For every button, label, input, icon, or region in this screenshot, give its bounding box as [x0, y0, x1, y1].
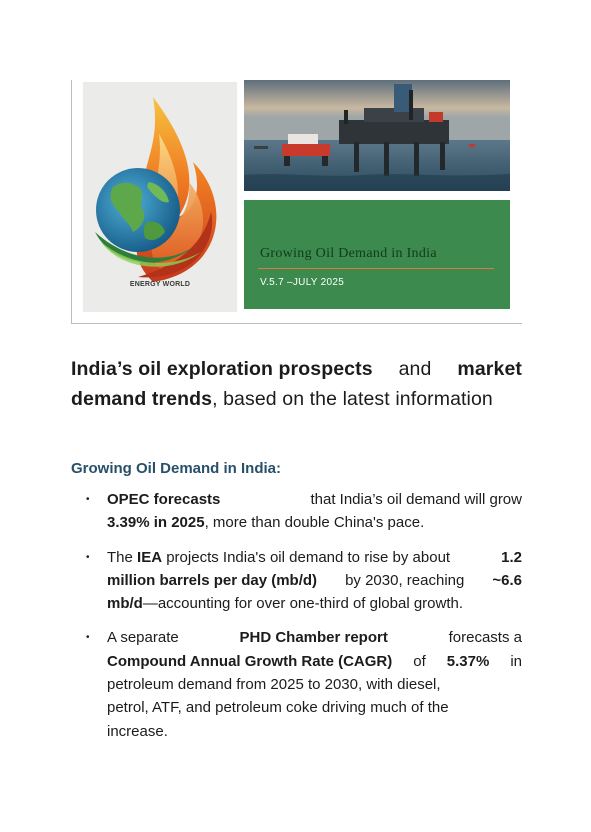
bullet-icon: • — [86, 494, 90, 505]
oil-rig-image — [244, 80, 510, 191]
tile-version: V.5.7 –JULY 2025 — [260, 277, 345, 288]
list-item: • The IEA projects India's oil demand to… — [85, 546, 522, 616]
bullet-bold: 3.39% in 2025 — [107, 514, 205, 532]
bullet-text: petroleum demand from 2025 to 2030, with… — [107, 676, 441, 694]
headline-line-2: demand trends, based on the latest infor… — [71, 384, 522, 414]
bullet-text: by 2030, reaching — [345, 571, 465, 589]
bullet-icon: • — [86, 551, 90, 563]
bullet-bold: ~6.6 — [492, 571, 522, 589]
bullet-text: A separate — [107, 629, 179, 647]
bullet-text: petrol, ATF, and petroleum coke driving … — [107, 699, 449, 717]
bullet-bold: IEA — [137, 548, 163, 566]
bullet-list: • OPEC forecasts that India’s oil demand … — [85, 488, 522, 754]
bullet-text: in — [510, 652, 522, 670]
offshore-rig-photo — [244, 80, 510, 191]
bullet-bold: 5.37% — [446, 652, 490, 670]
globe-flame-icon — [95, 97, 217, 282]
headline-phrase-5: , based on the latest information — [212, 388, 493, 410]
bullet-bold: 1.2 — [501, 548, 522, 566]
headline: India’s oil exploration prospects and ma… — [71, 354, 522, 414]
bullet-icon: • — [86, 632, 90, 644]
headline-phrase-4: demand trends — [71, 388, 213, 410]
headline-phrase-3: market — [457, 358, 522, 380]
cover-header: ENERGY WORLD — [71, 80, 522, 324]
bullet-text: The — [107, 548, 133, 566]
logo-caption: ENERGY WORLD — [129, 281, 191, 288]
energy-world-logo: ENERGY WORLD — [83, 82, 237, 312]
bullet-text: —accounting for over one-third of global… — [142, 595, 464, 613]
frame-line-left — [71, 80, 72, 323]
bullet-bold: PHD Chamber report — [239, 629, 388, 647]
bullet-text: , more than double China's pace. — [204, 514, 425, 532]
tile-divider — [258, 268, 494, 269]
section-heading: Growing Oil Demand in India: — [71, 460, 282, 477]
bullet-bold: OPEC forecasts — [107, 491, 221, 508]
bullet-text: projects India's oil demand to rise by a… — [166, 548, 451, 566]
title-tile: Growing Oil Demand in India V.5.7 –JULY … — [244, 200, 510, 309]
list-item: • A separate PHD Chamber report forecasts … — [85, 626, 522, 742]
list-item: • OPEC forecasts that India’s oil demand … — [85, 488, 522, 535]
bullet-text: of — [413, 652, 426, 670]
bullet-bold: million barrels per day (mb/d) — [107, 571, 318, 589]
bullet-bold: mb/d — [107, 595, 143, 613]
bullet-text: increase. — [107, 722, 168, 740]
headline-line-1: India’s oil exploration prospects and ma… — [71, 354, 522, 384]
bullet-bold: Compound Annual Growth Rate (CAGR) — [107, 652, 393, 670]
bullet-text: that India’s oil demand will grow — [310, 491, 522, 508]
headline-phrase-1: India’s oil exploration prospects — [71, 358, 373, 380]
frame-line-bottom — [71, 323, 522, 324]
headline-phrase-2: and — [398, 358, 432, 380]
tile-title: Growing Oil Demand in India — [260, 246, 437, 261]
bullet-text: forecasts a — [448, 629, 522, 647]
